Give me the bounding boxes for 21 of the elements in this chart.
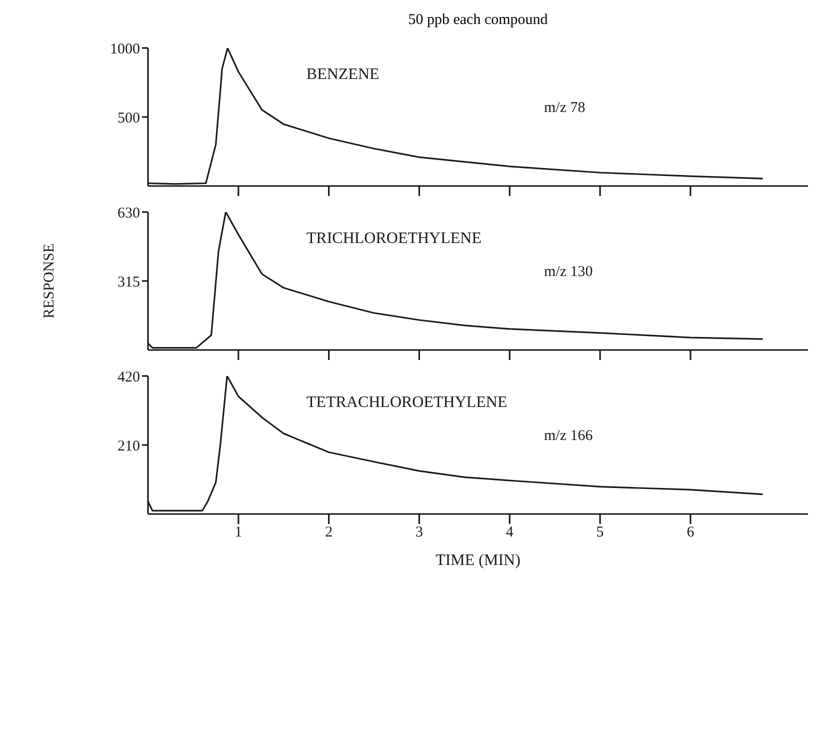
y-tick-label: 630 xyxy=(118,205,140,222)
x-tick-label: 2 xyxy=(325,524,333,541)
y-tick-label: 500 xyxy=(118,110,140,126)
chart-title: 50 ppb each compound xyxy=(407,12,549,29)
x-tick-label: 5 xyxy=(596,524,604,541)
y-tick-label: 1000 xyxy=(110,41,140,58)
y-axis-title: RESPONSE xyxy=(41,243,58,319)
x-tick-label: 1 xyxy=(234,524,242,541)
text: TRICHLOROETHYLENE xyxy=(306,230,482,248)
y-tick-label: 210 xyxy=(118,438,140,454)
annotation: m/z 130 xyxy=(544,264,593,281)
annotation: m/z 166 xyxy=(544,428,593,445)
annotation: m/z 78 xyxy=(544,100,586,117)
x-tick-label: 3 xyxy=(415,524,423,541)
x-tick-label: 6 xyxy=(686,524,695,541)
text: BENZENE xyxy=(306,66,380,84)
series-label: TETRACHLOROETHYLENE xyxy=(306,394,508,412)
y-tick-label: 315 xyxy=(118,274,140,290)
y-tick-label: 420 xyxy=(118,369,140,386)
x-tick-label: 4 xyxy=(506,524,514,541)
x-axis-title: TIME (MIN) xyxy=(434,552,522,570)
